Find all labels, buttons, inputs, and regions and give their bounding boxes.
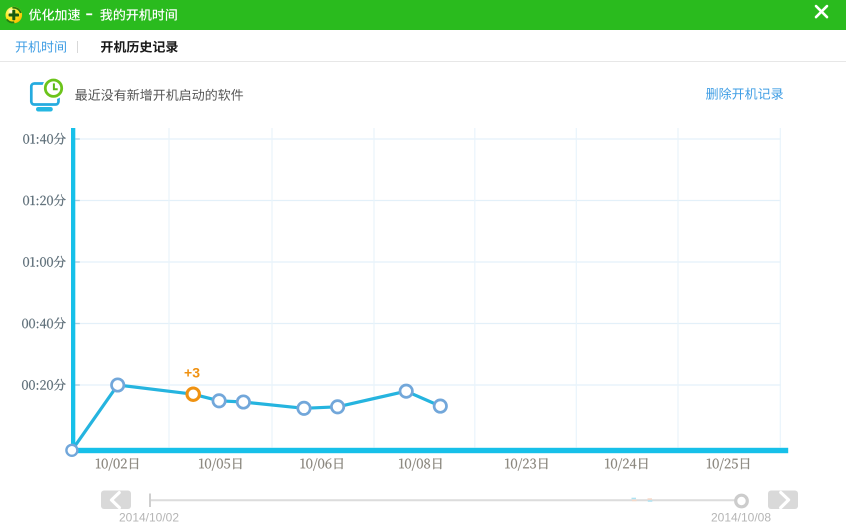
svg-text:2014/10/08: 2014/10/08 [711, 511, 771, 525]
svg-text:2014/10/02: 2014/10/02 [119, 511, 179, 525]
svg-text:+3: +3 [184, 365, 200, 381]
